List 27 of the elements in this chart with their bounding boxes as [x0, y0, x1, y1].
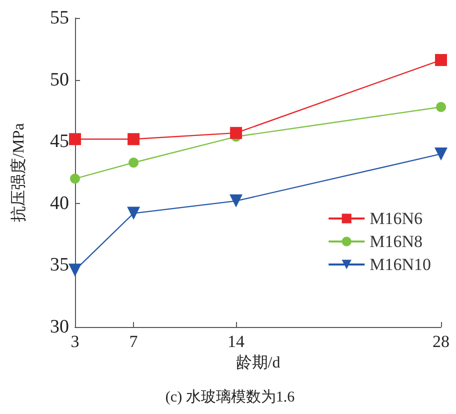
- y-tick-label: 40: [50, 192, 69, 214]
- y-tick-label: 50: [50, 69, 69, 90]
- x-tick-label: 3: [70, 332, 80, 351]
- x-tick-label: 28: [432, 332, 450, 351]
- point: [69, 133, 81, 146]
- point: [436, 102, 446, 112]
- point: [128, 133, 140, 146]
- point: [128, 158, 139, 168]
- point: [434, 147, 448, 160]
- x-tick-label: 7: [129, 332, 138, 351]
- y-tick-label: 55: [50, 8, 69, 28]
- point: [230, 126, 242, 139]
- point: [70, 174, 80, 184]
- legend-label: M16N6: [370, 209, 423, 228]
- point: [127, 206, 140, 220]
- y-tick-label: 45: [50, 131, 69, 152]
- legend-label: M16N10: [370, 255, 432, 274]
- y-tick-label: 30: [50, 316, 69, 338]
- point: [435, 54, 447, 66]
- y-axis-title: 抗压强度/MPa: [10, 123, 28, 222]
- text: (c) 水玻璃模数为1.6: [165, 388, 296, 406]
- point: [230, 194, 243, 208]
- point: [68, 264, 82, 277]
- x-tick-label: 14: [228, 332, 246, 351]
- legend-label: M16N8: [370, 232, 423, 251]
- x-axis-title: 龄期/d: [236, 353, 280, 372]
- y-tick-label: 35: [50, 254, 69, 276]
